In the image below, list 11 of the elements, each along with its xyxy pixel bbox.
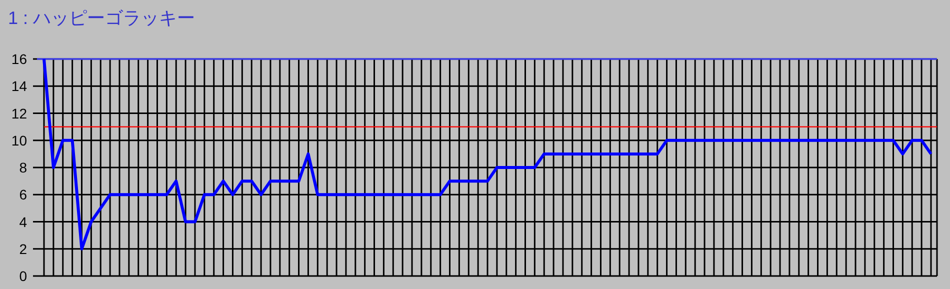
chart-title: 1 : ハッピーゴラッキー	[8, 8, 196, 28]
y-tick-label: 8	[19, 160, 28, 176]
y-tick-label: 6	[19, 186, 28, 203]
y-tick-label: 4	[19, 214, 28, 230]
y-tick-label: 14	[11, 78, 28, 94]
y-tick-label: 0	[19, 268, 28, 284]
y-tick-label: 10	[11, 132, 28, 148]
line-series	[42, 58, 932, 250]
y-tick-label: 12	[11, 105, 28, 122]
y-tick-label: 16	[11, 51, 28, 67]
y-tick-label: 2	[19, 240, 28, 257]
